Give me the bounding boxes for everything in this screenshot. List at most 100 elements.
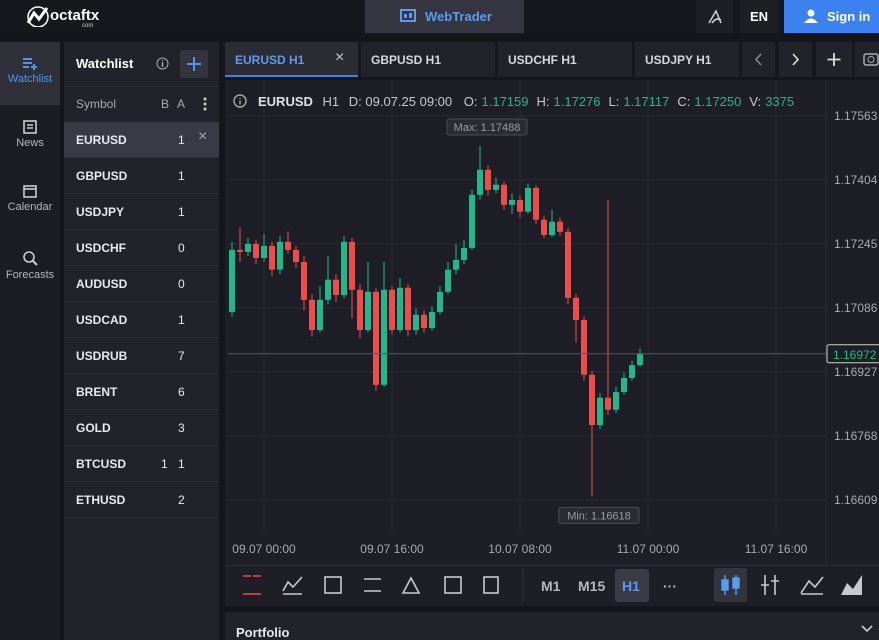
candle-body [445, 269, 451, 292]
info-label: C: [677, 94, 690, 109]
language: EN [750, 9, 769, 24]
chart-type-area[interactable] [841, 575, 862, 595]
chart-tab[interactable]: EURUSD H1 × [225, 42, 358, 77]
forecasts-icon [23, 251, 38, 266]
watchlist-row[interactable]: GBPUSD 1 [64, 158, 219, 194]
candle-body [333, 279, 339, 296]
sidebar-item[interactable]: Forecasts [0, 250, 60, 281]
candle-body [541, 219, 547, 236]
candle-body [325, 279, 331, 300]
sidebar-item[interactable]: Watchlist [0, 56, 60, 85]
last-price-label: 1.16972 [833, 348, 877, 362]
watchlist-row[interactable]: USDCAD 1 [64, 302, 219, 338]
ask: 0 [178, 277, 185, 291]
candle-body [613, 392, 619, 410]
symbol: ETHUSD [76, 493, 126, 507]
sign-in-button[interactable]: Sign in [784, 0, 879, 33]
watchlist-row[interactable]: AUDUSD 0 [64, 266, 219, 302]
candle-body [621, 377, 627, 393]
candle-body [277, 241, 283, 270]
sidebar-active [0, 42, 60, 105]
toolbar [225, 565, 879, 606]
watchlist-row[interactable]: USDJPY 1 [64, 194, 219, 230]
watchlist-row[interactable]: BRENT 6 [64, 374, 219, 410]
candle-body [357, 289, 363, 331]
theme-button[interactable] [696, 0, 733, 33]
chart-tab[interactable]: USDJPY H1 [635, 42, 739, 77]
add-symbol-button[interactable] [180, 50, 208, 78]
x-tick-label: 09.07 00:00 [232, 542, 296, 556]
candle-body [493, 184, 499, 190]
tab-add[interactable] [816, 42, 852, 77]
chevron-left [754, 53, 762, 66]
tool-indicators[interactable] [243, 575, 261, 595]
tab-prev[interactable] [742, 42, 775, 77]
tool-lines[interactable] [364, 578, 381, 592]
annotation: Min: 1.16618 [567, 510, 631, 522]
candle-body [533, 187, 539, 220]
ask: 1 [178, 313, 185, 327]
info-value: 1.17250 [694, 94, 741, 109]
ask: 1 [178, 169, 185, 183]
watchlist-title: Watchlist [76, 56, 134, 71]
symbol: USDCAD [76, 313, 128, 327]
news-icon [23, 120, 37, 134]
tool-settings[interactable] [483, 576, 499, 594]
timeframe[interactable]: M15 [578, 578, 606, 594]
language-button[interactable]: EN [740, 0, 778, 33]
candle-body [605, 397, 611, 410]
ask: 1 [178, 457, 185, 471]
candle-body [637, 353, 643, 366]
sidebar-item[interactable]: Calendar [0, 184, 60, 213]
sidebar-label: Calendar [7, 201, 53, 213]
chart-type-bars[interactable] [761, 575, 779, 595]
watchlist-row[interactable]: BTCUSD 1 1 [64, 446, 219, 482]
watchlist-row[interactable]: USDCHF 0 [64, 230, 219, 266]
watchlist-row[interactable]: GOLD 3 [64, 410, 219, 446]
tool-calendar[interactable] [324, 576, 342, 594]
screenshot-button[interactable] [855, 42, 879, 77]
column-header: A [177, 97, 186, 111]
webtrader-button[interactable]: WebTrader [365, 0, 524, 33]
ask: 7 [178, 349, 185, 363]
close-tab[interactable]: × [335, 49, 345, 66]
more-timeframes[interactable]: ··· [663, 578, 677, 594]
tool-studies[interactable] [282, 576, 303, 595]
chart-type-line[interactable] [800, 576, 824, 595]
chart-tab[interactable]: GBPUSD H1 [361, 42, 495, 77]
info-symbol: EURUSD [258, 94, 313, 109]
candle-body [301, 262, 307, 300]
tab-next[interactable] [779, 42, 812, 77]
calendar-icon [23, 185, 37, 198]
candle-body [501, 184, 507, 205]
x-tick-label: 11.07 00:00 [617, 542, 680, 556]
info-value: 1.17159 [482, 94, 529, 109]
sidebar-item[interactable]: News [0, 120, 60, 149]
watchlist-row[interactable]: EURUSD 1 × [64, 122, 219, 158]
candle-body [453, 259, 459, 270]
watchlist-row[interactable]: ETHUSD 2 [64, 482, 219, 518]
candle-body [557, 221, 563, 232]
ask: 3 [178, 421, 185, 435]
watchlist-row[interactable]: USDRUB 7 [64, 338, 219, 374]
info-value: 3375 [765, 94, 794, 109]
y-tick-label: 1.17086 [834, 301, 878, 315]
timeframe-active[interactable] [615, 569, 649, 602]
timeframe[interactable]: H1 [622, 578, 640, 594]
remove-icon[interactable]: × [198, 128, 208, 145]
chart-tab[interactable]: USDCHF H1 [498, 42, 632, 77]
timeframe[interactable]: M1 [541, 578, 561, 594]
tool-frame[interactable] [444, 576, 462, 594]
info-value: 1.17117 [623, 94, 669, 109]
tab-label: EURUSD H1 [235, 53, 305, 67]
y-tick-label: 1.16609 [834, 493, 878, 507]
chart-type-active[interactable] [714, 568, 747, 602]
candle-body [589, 374, 595, 426]
menu-icon[interactable] [201, 96, 209, 112]
candle-body [365, 291, 371, 331]
candle-body [349, 241, 355, 290]
logo: octaftx [50, 7, 100, 24]
chevron-down[interactable] [860, 624, 874, 634]
candle-body [509, 199, 515, 205]
tool-shapes[interactable] [401, 576, 421, 594]
